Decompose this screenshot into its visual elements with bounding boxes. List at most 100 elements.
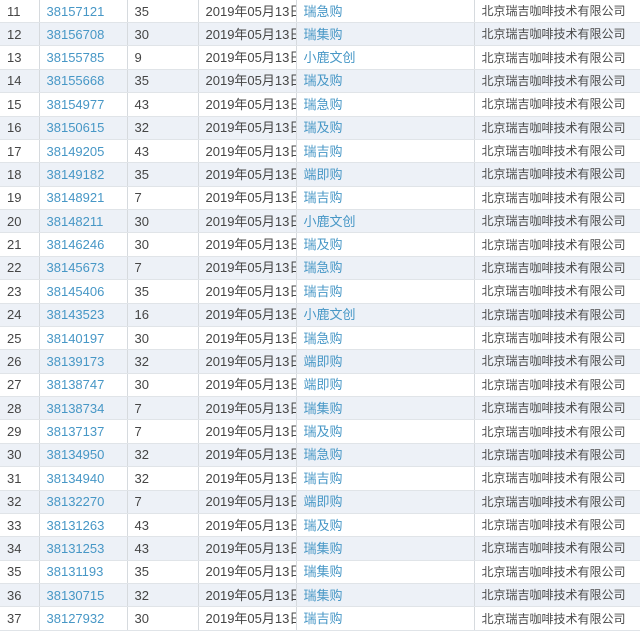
registration-number-link[interactable]: 38154977	[39, 92, 128, 117]
row-number: 28	[0, 396, 40, 421]
table-row: 18 38149182 35 2019年05月13日 端即购 北京瑞吉咖啡技术有…	[0, 162, 640, 187]
trademark-name-link[interactable]: 瑞集购	[296, 536, 475, 561]
registration-number-link[interactable]: 38139173	[39, 349, 128, 374]
applicant-company: 北京瑞吉咖啡技术有限公司	[474, 606, 640, 631]
trademark-name-link[interactable]: 瑞集购	[296, 396, 475, 421]
registration-number-link[interactable]: 38138734	[39, 396, 128, 421]
table-row: 30 38134950 32 2019年05月13日 瑞急购 北京瑞吉咖啡技术有…	[0, 443, 640, 468]
row-number: 31	[0, 466, 40, 491]
trademark-name-link[interactable]: 端即购	[296, 162, 475, 187]
registration-number-link[interactable]: 38127932	[39, 606, 128, 631]
registration-number-link[interactable]: 38149205	[39, 139, 128, 164]
trademark-name-link[interactable]: 瑞集购	[296, 583, 475, 608]
trademark-name-link[interactable]: 瑞急购	[296, 326, 475, 351]
trademark-name-link[interactable]: 瑞急购	[296, 92, 475, 117]
class-number: 30	[127, 606, 199, 631]
application-date: 2019年05月13日	[198, 0, 297, 24]
table-row: 21 38146246 30 2019年05月13日 瑞及购 北京瑞吉咖啡技术有…	[0, 232, 640, 257]
table-row: 31 38134940 32 2019年05月13日 瑞吉购 北京瑞吉咖啡技术有…	[0, 466, 640, 491]
row-number: 29	[0, 419, 40, 444]
registration-number-link[interactable]: 38138747	[39, 373, 128, 398]
applicant-company: 北京瑞吉咖啡技术有限公司	[474, 69, 640, 94]
applicant-company: 北京瑞吉咖啡技术有限公司	[474, 326, 640, 351]
trademark-name-link[interactable]: 小鹿文创	[296, 45, 475, 70]
class-number: 30	[127, 22, 199, 47]
registration-number-link[interactable]: 38150615	[39, 116, 128, 140]
class-number: 7	[127, 490, 199, 514]
registration-number-link[interactable]: 38131253	[39, 536, 128, 561]
applicant-company: 北京瑞吉咖啡技术有限公司	[474, 256, 640, 281]
row-number: 36	[0, 583, 40, 608]
registration-number-link[interactable]: 38137137	[39, 419, 128, 444]
trademark-name-link[interactable]: 瑞急购	[296, 256, 475, 281]
trademark-name-link[interactable]: 瑞及购	[296, 513, 475, 538]
applicant-company: 北京瑞吉咖啡技术有限公司	[474, 186, 640, 211]
application-date: 2019年05月13日	[198, 232, 297, 257]
registration-number-link[interactable]: 38140197	[39, 326, 128, 351]
application-date: 2019年05月13日	[198, 560, 297, 585]
trademark-name-link[interactable]: 端即购	[296, 349, 475, 374]
table-row: 17 38149205 43 2019年05月13日 瑞吉购 北京瑞吉咖啡技术有…	[0, 139, 640, 164]
class-number: 7	[127, 396, 199, 421]
registration-number-link[interactable]: 38146246	[39, 232, 128, 257]
trademark-name-link[interactable]: 瑞吉购	[296, 466, 475, 491]
application-date: 2019年05月13日	[198, 536, 297, 561]
trademark-name-link[interactable]: 瑞急购	[296, 0, 475, 24]
trademark-name-link[interactable]: 瑞吉购	[296, 186, 475, 211]
trademark-name-link[interactable]: 端即购	[296, 373, 475, 398]
trademark-name-link[interactable]: 端即购	[296, 490, 475, 514]
registration-number-link[interactable]: 38131193	[39, 560, 128, 585]
row-number: 16	[0, 116, 40, 140]
trademark-name-link[interactable]: 瑞及购	[296, 232, 475, 257]
trademark-name-link[interactable]: 瑞吉购	[296, 139, 475, 164]
class-number: 35	[127, 162, 199, 187]
trademark-name-link[interactable]: 瑞集购	[296, 560, 475, 585]
registration-number-link[interactable]: 38155785	[39, 45, 128, 70]
applicant-company: 北京瑞吉咖啡技术有限公司	[474, 303, 640, 327]
class-number: 30	[127, 209, 199, 234]
registration-number-link[interactable]: 38134950	[39, 443, 128, 468]
application-date: 2019年05月13日	[198, 279, 297, 304]
application-date: 2019年05月13日	[198, 162, 297, 187]
trademark-name-link[interactable]: 小鹿文创	[296, 209, 475, 234]
trademark-name-link[interactable]: 小鹿文创	[296, 303, 475, 327]
class-number: 43	[127, 139, 199, 164]
class-number: 32	[127, 116, 199, 140]
class-number: 32	[127, 466, 199, 491]
registration-number-link[interactable]: 38157121	[39, 0, 128, 24]
trademark-name-link[interactable]: 瑞及购	[296, 419, 475, 444]
table-row: 16 38150615 32 2019年05月13日 瑞及购 北京瑞吉咖啡技术有…	[0, 116, 640, 140]
application-date: 2019年05月13日	[198, 139, 297, 164]
registration-number-link[interactable]: 38155668	[39, 69, 128, 94]
row-number: 37	[0, 606, 40, 631]
row-number: 35	[0, 560, 40, 585]
table-row: 33 38131263 43 2019年05月13日 瑞及购 北京瑞吉咖啡技术有…	[0, 513, 640, 538]
class-number: 7	[127, 256, 199, 281]
trademark-name-link[interactable]: 瑞集购	[296, 22, 475, 47]
registration-number-link[interactable]: 38145673	[39, 256, 128, 281]
table-row: 35 38131193 35 2019年05月13日 瑞集购 北京瑞吉咖啡技术有…	[0, 560, 640, 585]
class-number: 30	[127, 232, 199, 257]
registration-number-link[interactable]: 38145406	[39, 279, 128, 304]
application-date: 2019年05月13日	[198, 186, 297, 211]
row-number: 23	[0, 279, 40, 304]
registration-number-link[interactable]: 38148211	[39, 209, 128, 234]
trademark-name-link[interactable]: 瑞吉购	[296, 606, 475, 631]
registration-number-link[interactable]: 38143523	[39, 303, 128, 327]
registration-number-link[interactable]: 38148921	[39, 186, 128, 211]
registration-number-link[interactable]: 38156708	[39, 22, 128, 47]
trademark-name-link[interactable]: 瑞急购	[296, 443, 475, 468]
trademark-name-link[interactable]: 瑞及购	[296, 69, 475, 94]
row-number: 26	[0, 349, 40, 374]
trademark-name-link[interactable]: 瑞及购	[296, 116, 475, 140]
row-number: 18	[0, 162, 40, 187]
registration-number-link[interactable]: 38134940	[39, 466, 128, 491]
trademark-name-link[interactable]: 瑞吉购	[296, 279, 475, 304]
registration-number-link[interactable]: 38132270	[39, 490, 128, 514]
applicant-company: 北京瑞吉咖啡技术有限公司	[474, 419, 640, 444]
registration-number-link[interactable]: 38130715	[39, 583, 128, 608]
registration-number-link[interactable]: 38131263	[39, 513, 128, 538]
registration-number-link[interactable]: 38149182	[39, 162, 128, 187]
application-date: 2019年05月13日	[198, 209, 297, 234]
